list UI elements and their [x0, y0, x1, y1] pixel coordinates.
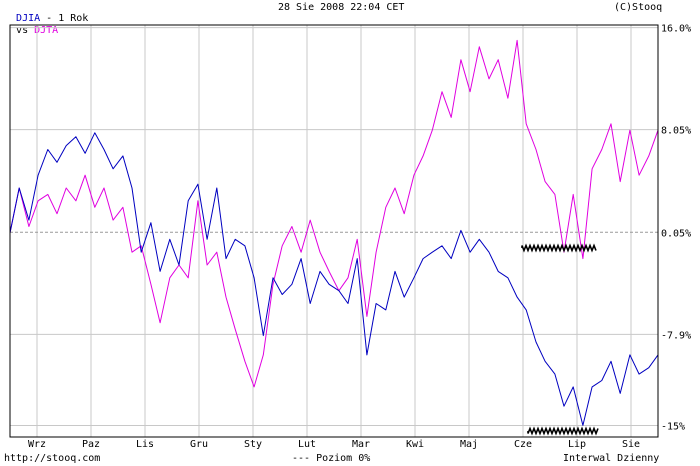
djta-line [9, 39, 659, 388]
series-lines [9, 39, 659, 426]
chart-header: DJIA - 1 Rok [4, 2, 88, 24]
x-tick-label: Lip [568, 439, 586, 450]
symbol-djta: DJTA [34, 25, 59, 36]
timestamp: 28 Sie 2008 22:04 CET [278, 2, 405, 13]
x-tick-label: Maj [460, 439, 478, 450]
y-axis-labels: 16.0% 8.05% 0.05% -7.9% -15% [661, 24, 691, 433]
x-tick-label: Lis [136, 439, 154, 450]
djia-line [9, 132, 659, 426]
x-tick-label: Wrz [28, 439, 46, 450]
x-tick-label: Lut [298, 439, 316, 450]
y-tick-label: 16.0% [661, 24, 691, 35]
x-tick-label: Gru [190, 439, 208, 450]
y-tick-label: 8.05% [661, 126, 691, 137]
y-tick-label: 0.05% [661, 228, 691, 239]
x-tick-label: Sty [244, 439, 262, 450]
scribble-mark [527, 426, 599, 436]
y-tick-label: -15% [661, 421, 685, 432]
plot-frame [9, 24, 659, 438]
scribble-marks [521, 243, 599, 436]
vs-label: vs [16, 25, 29, 36]
grid [10, 25, 658, 437]
compare-line: vs DJTA [4, 14, 58, 36]
footer-interval: Interwal Dzienny [563, 453, 660, 464]
y-tick-label: -7.9% [661, 330, 691, 341]
x-tick-label: Paz [82, 439, 100, 450]
footer-url[interactable]: http://stooq.com [4, 453, 101, 464]
symbol-djia: DJIA [16, 13, 41, 24]
x-tick-label: Mar [352, 439, 370, 450]
x-axis-labels: Wrz Paz Lis Gru Sty Lut Mar Kwi Maj Cze Lip Sie [28, 439, 640, 450]
footer-level-legend: --- Poziom 0% [292, 453, 371, 464]
x-tick-label: Sie [622, 439, 640, 450]
copyright: (C)Stooq [614, 2, 663, 13]
x-tick-label: Kwi [406, 439, 424, 450]
period-label: - 1 Rok [40, 13, 89, 24]
x-tick-label: Cze [514, 439, 532, 450]
scribble-mark [521, 243, 597, 253]
